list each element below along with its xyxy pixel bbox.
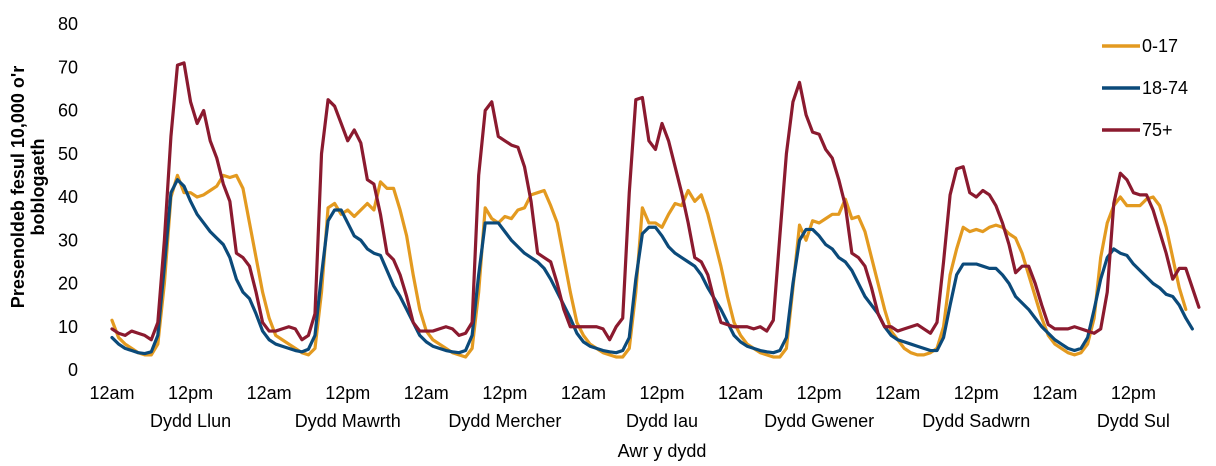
legend-label: 0-17 xyxy=(1142,36,1178,56)
x-tick-label: 12am xyxy=(718,383,763,403)
legend: 0-17 18-74 75+ xyxy=(1102,36,1188,140)
x-tick-label: 12am xyxy=(247,383,292,403)
x-tick-label: 12am xyxy=(1032,383,1077,403)
day-label: Dydd Iau xyxy=(626,411,698,431)
day-label: Dydd Mercher xyxy=(448,411,561,431)
y-tick-label: 10 xyxy=(58,317,78,337)
x-axis-ticks: 12am 12pm 12am 12pm 12am 12pm 12am 12pm 12am 12pm… xyxy=(89,383,1155,403)
x-tick-label: 12am xyxy=(89,383,134,403)
day-label: Dydd Gwener xyxy=(764,411,874,431)
x-tick-label: 12am xyxy=(561,383,606,403)
y-tick-label: 60 xyxy=(58,101,78,121)
y-axis-title-line: boblogaeth xyxy=(28,139,48,236)
x-tick-label: 12am xyxy=(875,383,920,403)
x-tick-label: 12pm xyxy=(168,383,213,403)
x-axis-title: Awr y dydd xyxy=(618,441,707,461)
legend-label: 18-74 xyxy=(1142,78,1188,98)
x-tick-label: 12pm xyxy=(1111,383,1156,403)
x-tick-label: 12pm xyxy=(639,383,684,403)
day-label: Dydd Mawrth xyxy=(295,411,401,431)
legend-label: 75+ xyxy=(1142,120,1173,140)
y-tick-label: 30 xyxy=(58,230,78,250)
y-tick-label: 0 xyxy=(68,360,78,380)
y-tick-label: 70 xyxy=(58,57,78,77)
y-tick-label: 50 xyxy=(58,144,78,164)
y-tick-label: 80 xyxy=(58,14,78,34)
y-axis-ticks: 0 10 20 30 40 50 60 70 80 xyxy=(58,14,78,380)
day-label: Dydd Llun xyxy=(150,411,231,431)
x-tick-label: 12pm xyxy=(797,383,842,403)
y-axis-title: Presenoldeb fesul 10,000 o'r boblogaeth xyxy=(8,66,48,308)
y-axis-title-line: Presenoldeb fesul 10,000 o'r xyxy=(8,66,28,308)
y-tick-label: 20 xyxy=(58,274,78,294)
x-tick-label: 12pm xyxy=(325,383,370,403)
day-label: Dydd Sul xyxy=(1097,411,1170,431)
series-group xyxy=(112,63,1199,357)
day-labels: Dydd Llun Dydd Mawrth Dydd Mercher Dydd Iau… xyxy=(150,411,1170,431)
x-tick-label: 12am xyxy=(404,383,449,403)
day-label: Dydd Sadwrn xyxy=(922,411,1030,431)
y-tick-label: 40 xyxy=(58,187,78,207)
x-tick-label: 12pm xyxy=(954,383,999,403)
x-tick-label: 12pm xyxy=(482,383,527,403)
